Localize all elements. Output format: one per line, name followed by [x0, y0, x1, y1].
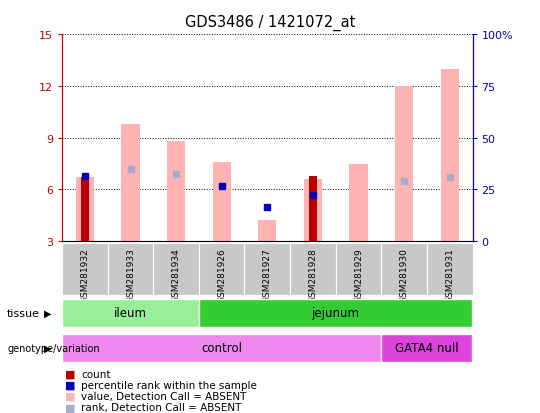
- Text: jejunum: jejunum: [312, 306, 360, 319]
- Bar: [62, 299, 199, 327]
- Text: ■: ■: [65, 402, 75, 412]
- Text: tissue: tissue: [7, 308, 40, 318]
- Bar: [336, 244, 381, 295]
- Text: GSM281926: GSM281926: [217, 248, 226, 302]
- Bar: [122, 125, 140, 242]
- Text: ■: ■: [65, 391, 75, 401]
- Text: GSM281927: GSM281927: [263, 248, 272, 302]
- Text: ■: ■: [65, 380, 75, 390]
- Text: value, Detection Call = ABSENT: value, Detection Call = ABSENT: [81, 391, 246, 401]
- Bar: [213, 162, 231, 242]
- Text: GATA4 null: GATA4 null: [395, 342, 458, 354]
- Text: ileum: ileum: [114, 306, 147, 319]
- Bar: [258, 221, 276, 242]
- Bar: [245, 244, 290, 295]
- Text: GSM281933: GSM281933: [126, 248, 135, 303]
- Bar: [62, 334, 381, 362]
- Bar: [76, 178, 94, 242]
- Text: ■: ■: [65, 369, 75, 379]
- Text: count: count: [81, 369, 111, 379]
- Text: GSM281934: GSM281934: [172, 248, 180, 302]
- Bar: [349, 164, 368, 242]
- Text: GSM281932: GSM281932: [80, 248, 90, 302]
- Text: ▶: ▶: [44, 308, 51, 318]
- Bar: [381, 334, 472, 362]
- Text: GSM281928: GSM281928: [308, 248, 318, 302]
- Text: GSM281931: GSM281931: [445, 248, 454, 303]
- Text: control: control: [201, 342, 242, 354]
- Bar: [304, 180, 322, 242]
- Text: genotype/variation: genotype/variation: [7, 343, 100, 353]
- Bar: [395, 87, 413, 242]
- Bar: [81, 178, 89, 242]
- Bar: [381, 244, 427, 295]
- Bar: [62, 244, 107, 295]
- Bar: [199, 244, 245, 295]
- Text: GDS3486 / 1421072_at: GDS3486 / 1421072_at: [185, 14, 355, 31]
- Text: GSM281930: GSM281930: [400, 248, 409, 303]
- Bar: [441, 69, 459, 242]
- Bar: [309, 176, 317, 242]
- Text: percentile rank within the sample: percentile rank within the sample: [81, 380, 257, 390]
- Bar: [199, 299, 472, 327]
- Bar: [290, 244, 336, 295]
- Bar: [427, 244, 472, 295]
- Text: ▶: ▶: [44, 343, 51, 353]
- Bar: [153, 244, 199, 295]
- Text: rank, Detection Call = ABSENT: rank, Detection Call = ABSENT: [81, 402, 241, 412]
- Text: GSM281929: GSM281929: [354, 248, 363, 302]
- Bar: [167, 142, 185, 242]
- Bar: [107, 244, 153, 295]
